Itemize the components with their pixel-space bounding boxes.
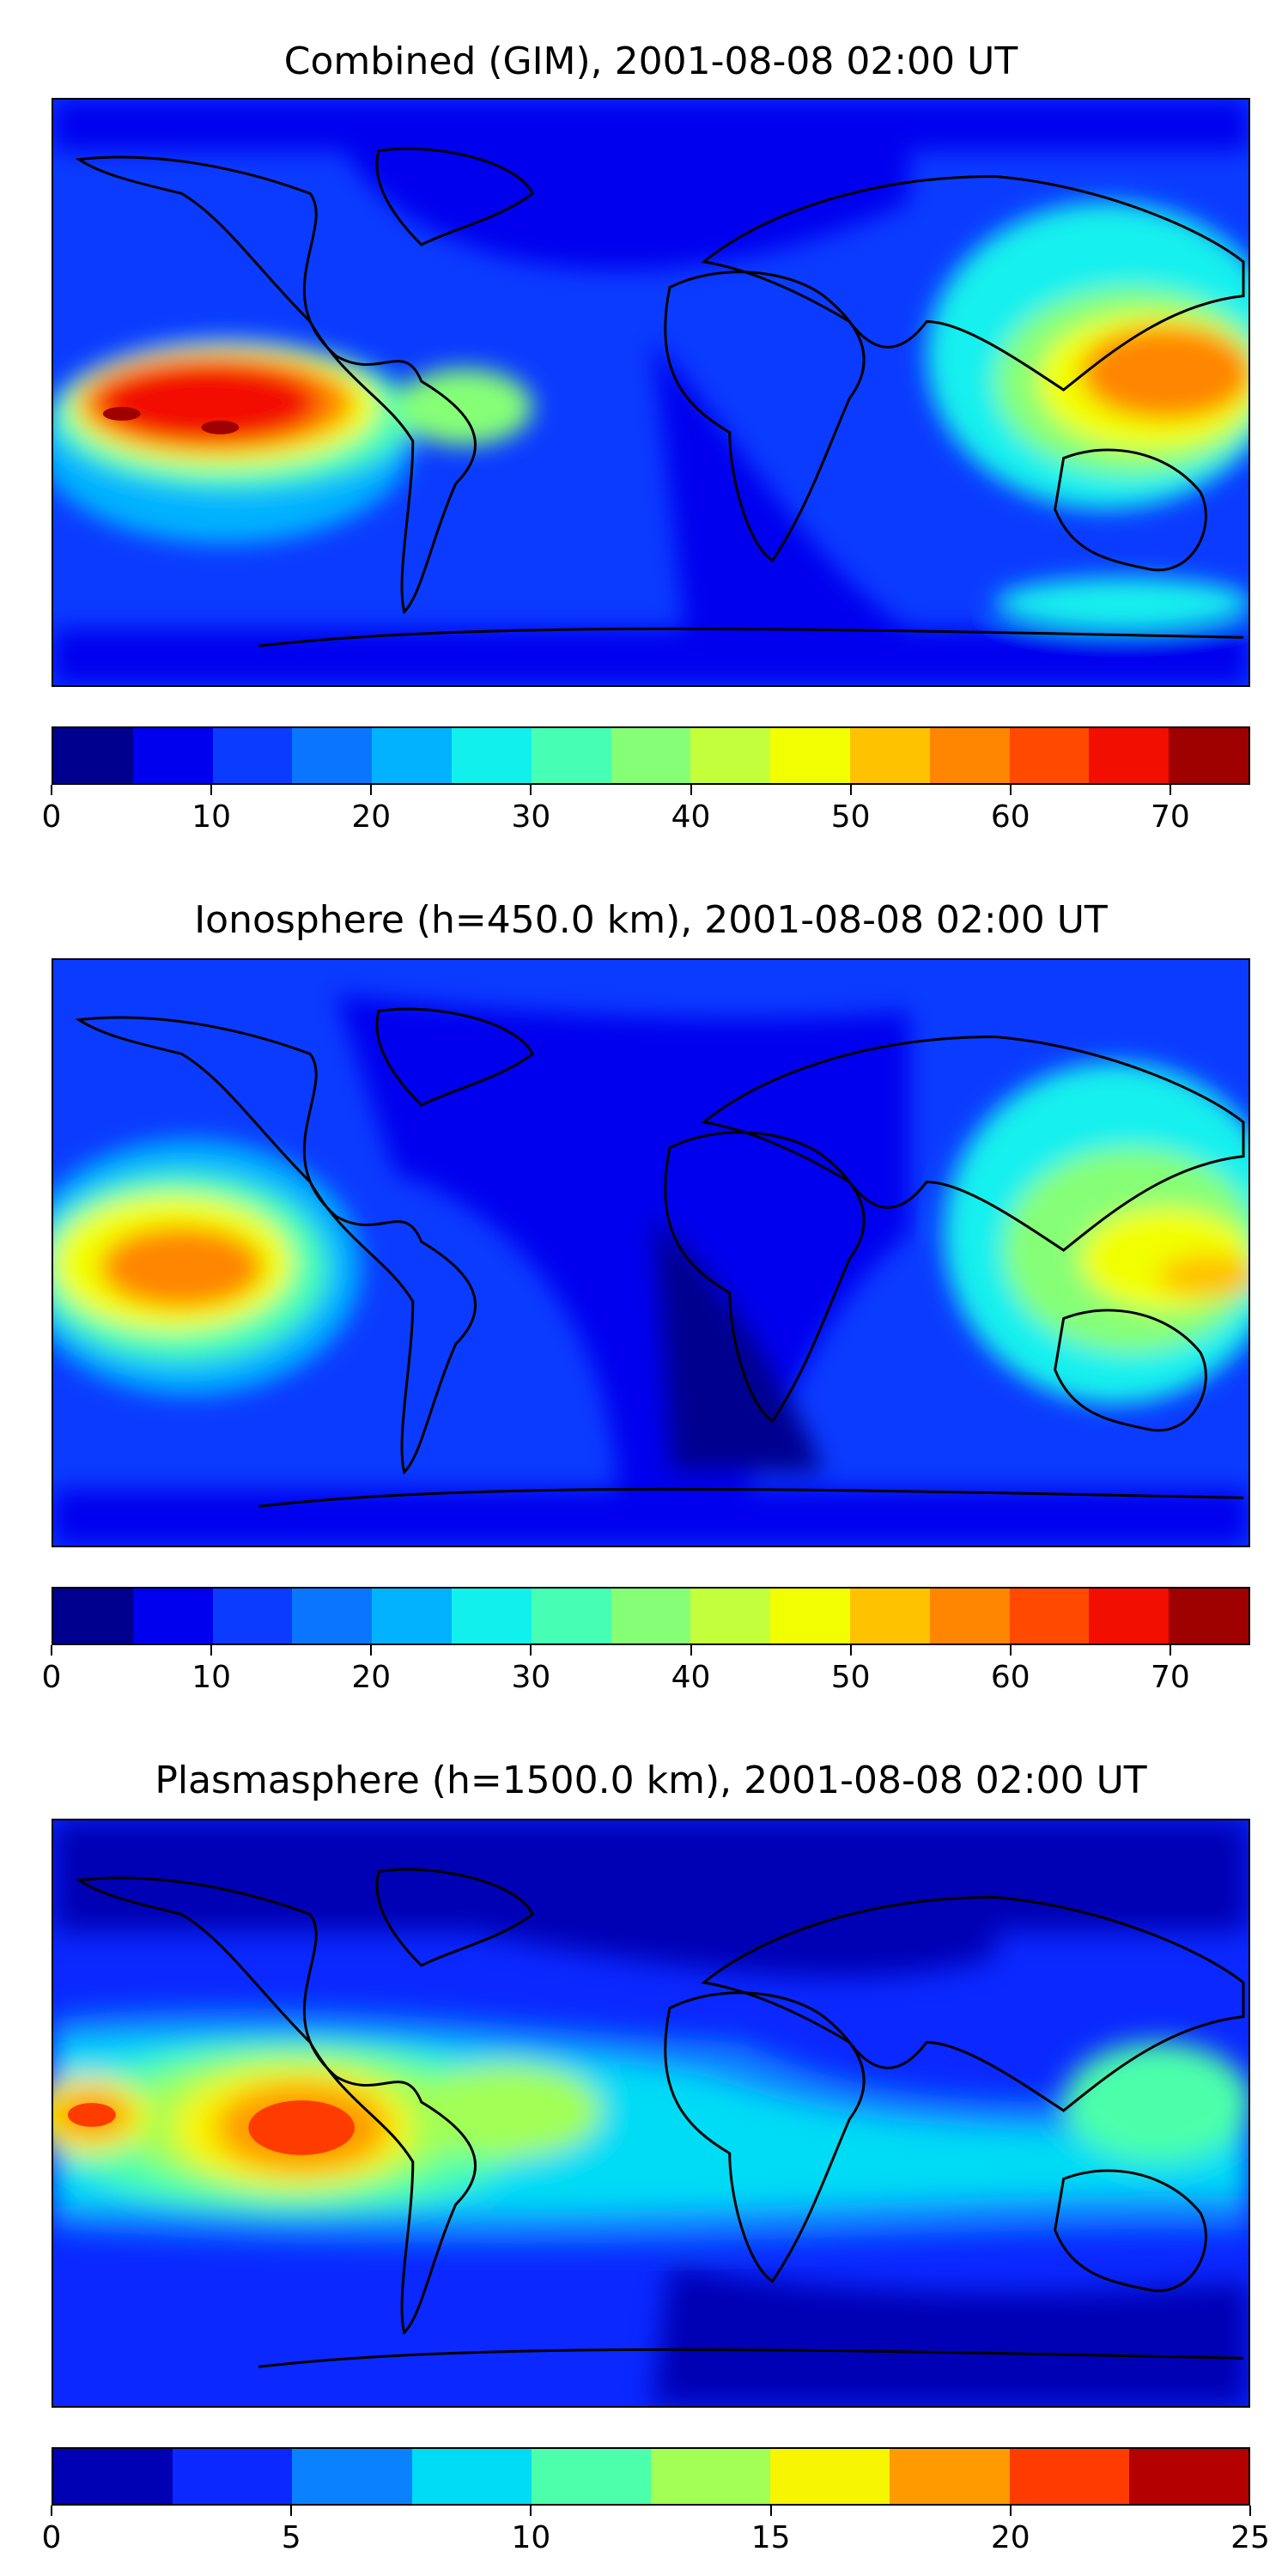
colorbar-swatch bbox=[173, 2449, 293, 2504]
colorbar-tick bbox=[51, 2506, 52, 2516]
colorbar-swatch bbox=[929, 1589, 1010, 1643]
colorbar-tick bbox=[530, 1645, 532, 1656]
colorbar-tick bbox=[210, 1645, 213, 1656]
colorbar-swatch bbox=[1128, 2449, 1249, 2504]
colorbar-tick bbox=[769, 2506, 772, 2516]
colorbar-swatch bbox=[849, 728, 930, 783]
panel-1-colorbar-ticks: 0 10 20 30 40 50 60 70 bbox=[42, 785, 1250, 836]
colorbar-tick-label: 20 bbox=[990, 2520, 1030, 2555]
panel-3-colorbar bbox=[52, 2447, 1250, 2506]
colorbar-swatch bbox=[611, 728, 691, 783]
colorbar-tick bbox=[1009, 785, 1012, 795]
colorbar-swatch bbox=[690, 1589, 771, 1643]
colorbar-tick bbox=[370, 785, 373, 795]
colorbar-tick-label: 10 bbox=[191, 1660, 232, 1695]
panel-3-map bbox=[52, 1819, 1250, 2408]
colorbar-swatch bbox=[53, 1589, 133, 1643]
panel-3-title: Plasmasphere (h=1500.0 km), 2001-08-08 0… bbox=[155, 1759, 1147, 1802]
colorbar-swatch bbox=[1009, 2449, 1129, 2504]
colorbar-swatch bbox=[770, 2449, 890, 2504]
colorbar-tick bbox=[51, 1645, 52, 1656]
colorbar-tick bbox=[1009, 1645, 1012, 1656]
colorbar-tick bbox=[51, 785, 52, 795]
colorbar-swatch bbox=[372, 1589, 452, 1643]
colorbar-swatch bbox=[890, 2449, 1010, 2504]
colorbar-swatch bbox=[929, 728, 1010, 783]
colorbar-tick bbox=[849, 1645, 852, 1656]
panel-3-colorbar-ticks: 0 5 10 15 20 25 bbox=[42, 2506, 1270, 2557]
colorbar-tick-label: 0 bbox=[41, 1660, 62, 1695]
colorbar-tick bbox=[1249, 2506, 1251, 2516]
colorbar-swatch bbox=[611, 1589, 691, 1643]
colorbar-tick bbox=[1169, 785, 1171, 795]
colorbar-swatch bbox=[292, 1589, 373, 1643]
colorbar-tick bbox=[530, 2506, 532, 2516]
colorbar-tick-label: 20 bbox=[351, 1660, 392, 1695]
colorbar-tick-label: 0 bbox=[41, 2520, 62, 2555]
colorbar-swatch bbox=[531, 728, 611, 783]
colorbar-tick bbox=[690, 1645, 692, 1656]
colorbar-tick-label: 70 bbox=[1151, 799, 1190, 835]
colorbar-swatch bbox=[690, 728, 771, 783]
colorbar-tick-label: 20 bbox=[351, 799, 392, 835]
colorbar-swatch bbox=[651, 2449, 771, 2504]
panel-2-title: Ionosphere (h=450.0 km), 2001-08-08 02:0… bbox=[194, 898, 1108, 942]
panel-2-colorbar-ticks: 0 10 20 30 40 50 60 70 bbox=[42, 1645, 1250, 1697]
colorbar-swatch bbox=[411, 2449, 532, 2504]
colorbar-tick bbox=[690, 785, 692, 795]
colorbar-swatch bbox=[1169, 728, 1249, 783]
colorbar-swatch bbox=[770, 1589, 850, 1643]
colorbar-tick-label: 60 bbox=[990, 799, 1030, 835]
colorbar-tick-label: 15 bbox=[750, 2520, 791, 2555]
colorbar-swatch bbox=[212, 728, 293, 783]
colorbar-swatch bbox=[451, 728, 532, 783]
panel-1-colorbar bbox=[52, 726, 1250, 785]
colorbar-tick-label: 60 bbox=[990, 1660, 1030, 1695]
colorbar-swatch bbox=[372, 728, 452, 783]
colorbar-tick-label: 10 bbox=[191, 799, 232, 835]
panel-2-colorbar bbox=[52, 1587, 1250, 1645]
colorbar-tick-label: 70 bbox=[1151, 1660, 1190, 1695]
colorbar-swatch bbox=[531, 1589, 611, 1643]
colorbar-tick bbox=[530, 785, 532, 795]
panel-2-map bbox=[52, 958, 1250, 1547]
colorbar-swatch bbox=[531, 2449, 652, 2504]
colorbar-swatch bbox=[770, 728, 850, 783]
colorbar-tick-label: 5 bbox=[281, 2520, 301, 2555]
colorbar-tick-label: 50 bbox=[830, 799, 871, 835]
colorbar-tick-label: 40 bbox=[671, 1660, 711, 1695]
colorbar-swatch bbox=[1089, 1589, 1170, 1643]
colorbar-tick-label: 0 bbox=[41, 799, 62, 835]
colorbar-tick bbox=[1169, 1645, 1171, 1656]
colorbar-tick-label: 30 bbox=[511, 799, 551, 835]
colorbar-tick bbox=[849, 785, 852, 795]
colorbar-swatch bbox=[132, 728, 213, 783]
colorbar-tick-label: 50 bbox=[830, 1660, 871, 1695]
colorbar-tick bbox=[370, 1645, 373, 1656]
colorbar-swatch bbox=[1089, 728, 1170, 783]
colorbar-tick-label: 10 bbox=[511, 2520, 551, 2555]
colorbar-swatch bbox=[451, 1589, 532, 1643]
colorbar-swatch bbox=[292, 2449, 412, 2504]
colorbar-swatch bbox=[1169, 1589, 1249, 1643]
panel-1-map bbox=[52, 98, 1250, 687]
colorbar-tick bbox=[210, 785, 213, 795]
colorbar-swatch bbox=[53, 2449, 173, 2504]
colorbar-swatch bbox=[1009, 1589, 1090, 1643]
colorbar-swatch bbox=[849, 1589, 930, 1643]
colorbar-swatch bbox=[132, 1589, 213, 1643]
panel-1-title: Combined (GIM), 2001-08-08 02:00 UT bbox=[283, 39, 1018, 83]
colorbar-tick-label: 25 bbox=[1230, 2520, 1270, 2555]
colorbar-swatch bbox=[53, 728, 133, 783]
colorbar-tick bbox=[1009, 2506, 1012, 2516]
colorbar-swatch bbox=[1009, 728, 1090, 783]
colorbar-tick-label: 40 bbox=[671, 799, 711, 835]
colorbar-tick-label: 30 bbox=[511, 1660, 551, 1695]
colorbar-swatch bbox=[292, 728, 373, 783]
colorbar-swatch bbox=[212, 1589, 293, 1643]
colorbar-tick bbox=[290, 2506, 293, 2516]
